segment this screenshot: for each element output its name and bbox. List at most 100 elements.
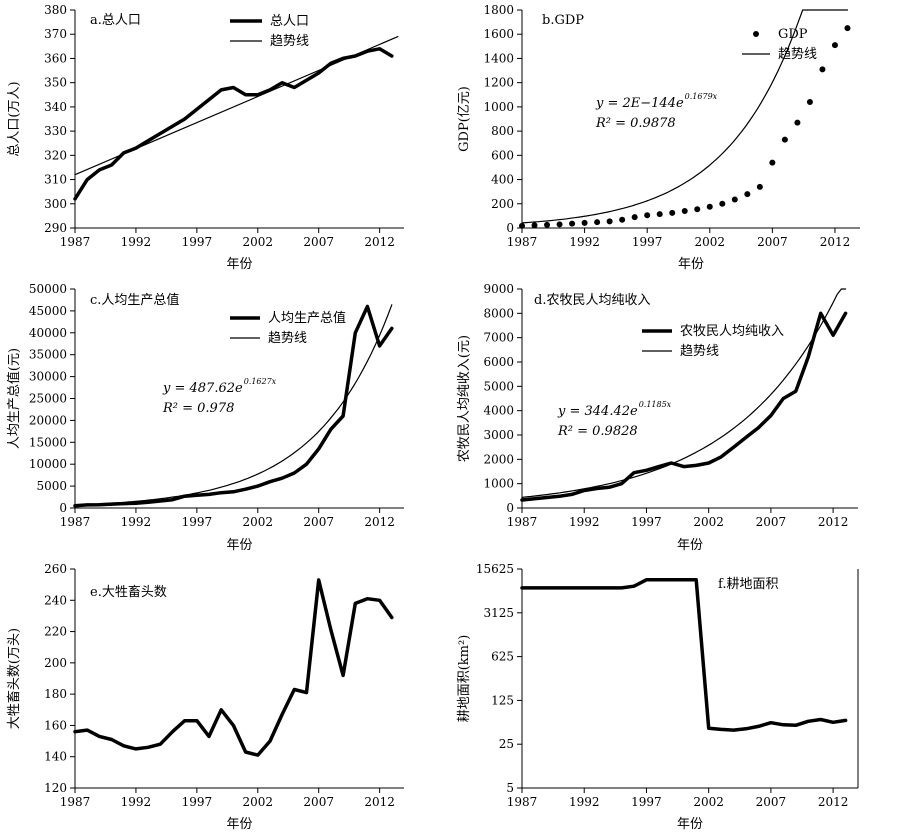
y-tick-label: 8000 — [483, 306, 514, 320]
data-point — [669, 209, 676, 216]
x-tick-label: 2002 — [693, 795, 724, 809]
y-tick-label: 25000 — [29, 392, 67, 406]
x-tick-label: 1997 — [632, 235, 663, 249]
x-tick-label: 1987 — [60, 515, 91, 529]
data-point — [644, 212, 651, 219]
y-tick-label: 310 — [44, 173, 67, 187]
y-tick-label: 120 — [44, 781, 67, 795]
y-tick-label: 140 — [44, 750, 67, 764]
x-tick-label: 1992 — [569, 795, 600, 809]
data-point — [606, 218, 613, 225]
series-line-data — [520, 311, 848, 502]
data-point — [744, 191, 751, 198]
equation-exponent: 0.1679x — [685, 92, 718, 101]
x-tick-label: 1992 — [121, 795, 152, 809]
y-tick-label: 3000 — [483, 428, 514, 442]
x-axis-label: 年份 — [226, 817, 252, 832]
x-tick-label: 2012 — [818, 515, 849, 529]
equation-text: y = 2E−144e — [595, 96, 684, 111]
y-tick-label: 4000 — [483, 404, 514, 418]
panel-title: a.总人口 — [90, 13, 141, 28]
series-line-data — [73, 578, 394, 757]
x-tick-label: 2007 — [303, 795, 334, 809]
data-point — [594, 219, 601, 226]
series-line-trend — [74, 35, 399, 176]
y-tick-label: 340 — [44, 100, 67, 114]
data-point — [756, 183, 763, 190]
y-tick-label: 400 — [491, 173, 514, 187]
x-tick-label: 2007 — [757, 235, 788, 249]
y-axis-label: 总人口(万人) — [7, 81, 22, 156]
data-point — [544, 221, 551, 228]
data-point — [706, 203, 713, 210]
panel-title: d.农牧民人均纯收入 — [534, 293, 650, 308]
y-tick-label: 1600 — [483, 27, 514, 41]
x-tick-label: 2012 — [364, 515, 395, 529]
data-point — [819, 66, 826, 73]
legend: GDP 趋势线 — [742, 27, 817, 62]
x-tick-label: 2012 — [820, 235, 851, 249]
data-point — [794, 119, 801, 126]
y-tick-label: 600 — [491, 148, 514, 162]
y-tick-label: 625 — [491, 650, 514, 664]
series-line-trend — [74, 304, 393, 507]
equation-text: y = 487.62e — [162, 381, 243, 396]
chart-a: 290 300 310 320 330 340 350 360 370 380 1987 1992 19… — [7, 3, 404, 272]
legend-label: 农牧民人均纯收入 — [680, 324, 784, 339]
y-tick-label: 1000 — [483, 477, 514, 491]
x-axis-label: 年份 — [677, 538, 703, 553]
x-tick-label: 2007 — [303, 235, 334, 249]
data-point — [619, 216, 626, 223]
y-tick-label: 220 — [44, 625, 67, 639]
data-point — [694, 206, 701, 213]
equation-exponent: 0.1627x — [244, 377, 277, 386]
y-tick-label: 35000 — [29, 348, 67, 362]
equation-text: y = 344.42e — [557, 404, 638, 419]
legend-label: 趋势线 — [268, 330, 307, 346]
y-tick-label: 330 — [44, 124, 67, 138]
x-tick-label: 1987 — [60, 235, 91, 249]
legend-label: 趋势线 — [270, 33, 309, 49]
data-point — [569, 220, 576, 227]
chart-f: 5 25 125 625 3125 15625 1987 1992 1997 2002 2007 20… — [456, 562, 859, 832]
x-tick-label: 1992 — [569, 515, 600, 529]
y-tick-label: 7000 — [483, 331, 514, 345]
y-tick-label: 10000 — [29, 457, 67, 471]
x-tick-label: 1997 — [182, 795, 213, 809]
r-squared: R² = 0.9878 — [595, 116, 676, 131]
y-tick-label: 1400 — [483, 51, 514, 65]
y-axis-label: GDP(亿元) — [457, 86, 472, 152]
y-tick-label: 370 — [44, 27, 67, 41]
y-tick-label: 30000 — [29, 370, 67, 384]
y-tick-label: 800 — [491, 124, 514, 138]
chart-d: 0 1000 2000 3000 4000 5000 6000 7000 8000 9000 198… — [457, 282, 858, 553]
y-tick-label: 50000 — [29, 282, 67, 296]
y-axis-label: 人均生产总值(元) — [6, 348, 22, 449]
x-axis-label: 年份 — [226, 538, 252, 553]
x-tick-label: 1992 — [569, 235, 600, 249]
x-tick-label: 2012 — [364, 235, 395, 249]
x-tick-label: 2007 — [303, 515, 334, 529]
legend-label: 总人口 — [270, 14, 309, 29]
trend-equation: y = 2E−144e 0.1679x R² = 0.9878 — [595, 92, 718, 131]
y-tick-label: 200 — [491, 197, 514, 211]
trend-equation: y = 344.42e 0.1185x R² = 0.9828 — [557, 400, 672, 439]
data-point — [844, 25, 851, 32]
y-tick-label: 5000 — [483, 379, 514, 393]
x-tick-label: 1987 — [507, 795, 538, 809]
data-point — [769, 159, 776, 166]
y-tick-label: 20000 — [29, 413, 67, 427]
x-tick-label: 1997 — [631, 795, 662, 809]
x-tick-label: 1987 — [60, 795, 91, 809]
x-tick-label: 2002 — [243, 795, 274, 809]
y-axis-label: 农牧民人均纯收入(元) — [457, 335, 472, 462]
legend-label: GDP — [778, 27, 808, 42]
x-tick-label: 2002 — [693, 515, 724, 529]
y-tick-label: 25 — [499, 737, 514, 751]
x-tick-label: 1997 — [182, 515, 213, 529]
data-point — [719, 200, 726, 207]
equation-exponent: 0.1185x — [639, 400, 672, 409]
panel-title: e.大牲畜头数 — [90, 584, 167, 600]
x-tick-label: 1987 — [507, 235, 538, 249]
